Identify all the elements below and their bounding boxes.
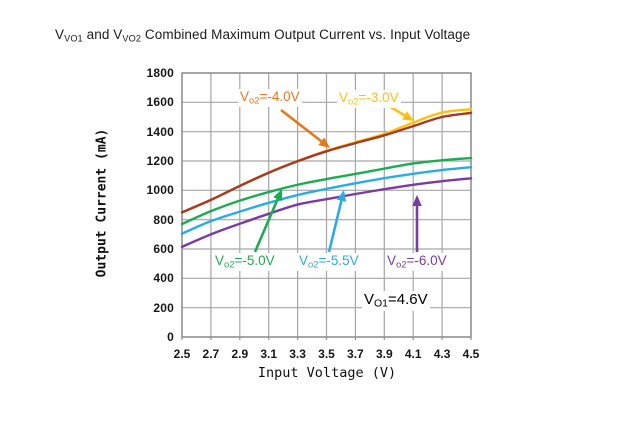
curve-Vo2=-6.0V: [180, 177, 473, 248]
annotation-text: =-3.0V: [358, 90, 399, 105]
annotation-text: V: [339, 90, 349, 105]
x-tick-label: 3.7: [347, 347, 364, 361]
y-tick-label: 600: [153, 242, 174, 256]
y-tick-label: 1800: [146, 66, 174, 80]
annotation-text: V: [387, 253, 397, 268]
label-vo2-minus-5-5-arrow-line: [327, 200, 343, 253]
title-text: Combined Maximum Output Current vs. Inpu…: [141, 27, 471, 42]
y-axis-title: Output Current (mA): [94, 128, 110, 278]
x-tick-label: 3.1: [260, 347, 278, 361]
label-vo2-minus-4-0-arrow-head: [318, 137, 330, 148]
y-tick-label: 1400: [146, 124, 174, 139]
annotation-subscript: O1: [374, 297, 389, 310]
y-tick-label: 800: [153, 212, 174, 227]
annotation-text: =-5.0V: [234, 253, 275, 268]
y-tick-label: 1000: [146, 183, 174, 198]
label-vo2-minus-3-0-arrow-head: [402, 111, 414, 121]
label-vo2-minus-6-0: Vo2=-6.0V: [385, 253, 449, 272]
annotation-text: V: [299, 253, 309, 268]
annotation-text: =-4.0V: [259, 89, 300, 104]
y-tick-label: 200: [153, 300, 174, 315]
x-tick-label: 4.3: [433, 347, 451, 361]
annotation-text: V: [240, 89, 250, 104]
title-text: V: [55, 27, 65, 42]
label-vo2-minus-4-0-arrow-line: [280, 108, 323, 143]
label-vo1: VO1=4.6V: [362, 291, 430, 311]
curve-Vo2=-5.5V: [180, 165, 473, 235]
label-vo2-minus-5-0-arrow-head: [273, 189, 283, 202]
label-vo2-minus-5-0: Vo2=-5.0V: [213, 253, 277, 272]
label-vo2-minus-6-0-arrow-head: [412, 195, 422, 206]
chart-title: VVO1 and VVO2 Combined Maximum Output Cu…: [55, 27, 470, 43]
annotation-subscript: o2: [224, 259, 235, 271]
x-axis-title: Input Voltage (V): [257, 365, 397, 381]
label-vo2-minus-5-0-arrow-line: [253, 198, 279, 253]
y-tick-label: 1600: [146, 95, 174, 110]
annotation-text: V: [215, 253, 225, 268]
annotation-subscript: o2: [308, 259, 319, 271]
annotation-text: =-6.0V: [406, 253, 447, 268]
x-tick-label: 3.5: [318, 347, 335, 361]
annotation-text: V: [364, 291, 375, 308]
x-tick-label: 4.1: [404, 347, 422, 361]
label-vo2-minus-4-0: Vo2=-4.0V: [238, 89, 302, 108]
annotation-text: =4.6V: [388, 291, 428, 308]
y-tick-label: 400: [153, 271, 174, 286]
x-tick-label: 4.5: [462, 347, 480, 361]
x-tick-label: 2.9: [231, 347, 249, 361]
annotation-subscript: o2: [396, 259, 407, 271]
title-subscript: VO2: [122, 33, 142, 44]
x-tick-label: 3.9: [375, 347, 393, 361]
curve-Vo2=-4.0V: [180, 111, 473, 214]
y-tick-label: 1200: [146, 154, 174, 168]
y-tick-label: 0: [167, 330, 174, 344]
annotation-subscript: o2: [249, 95, 260, 107]
label-vo2-minus-5-5: Vo2=-5.5V: [297, 253, 361, 272]
annotation-subscript: o2: [348, 96, 359, 108]
title-text: and V: [82, 27, 123, 42]
x-tick-label: 2.5: [173, 347, 191, 361]
curve-Vo2=-5.0V: [180, 156, 473, 226]
x-tick-label: 2.7: [202, 347, 220, 361]
title-subscript: VO1: [64, 33, 83, 44]
label-vo2-minus-5-5-arrow-head: [336, 190, 347, 202]
label-vo2-minus-3-0: Vo2=-3.0V: [337, 90, 401, 109]
annotation-text: =-5.5V: [318, 253, 359, 268]
x-tick-label: 3.3: [289, 347, 306, 361]
